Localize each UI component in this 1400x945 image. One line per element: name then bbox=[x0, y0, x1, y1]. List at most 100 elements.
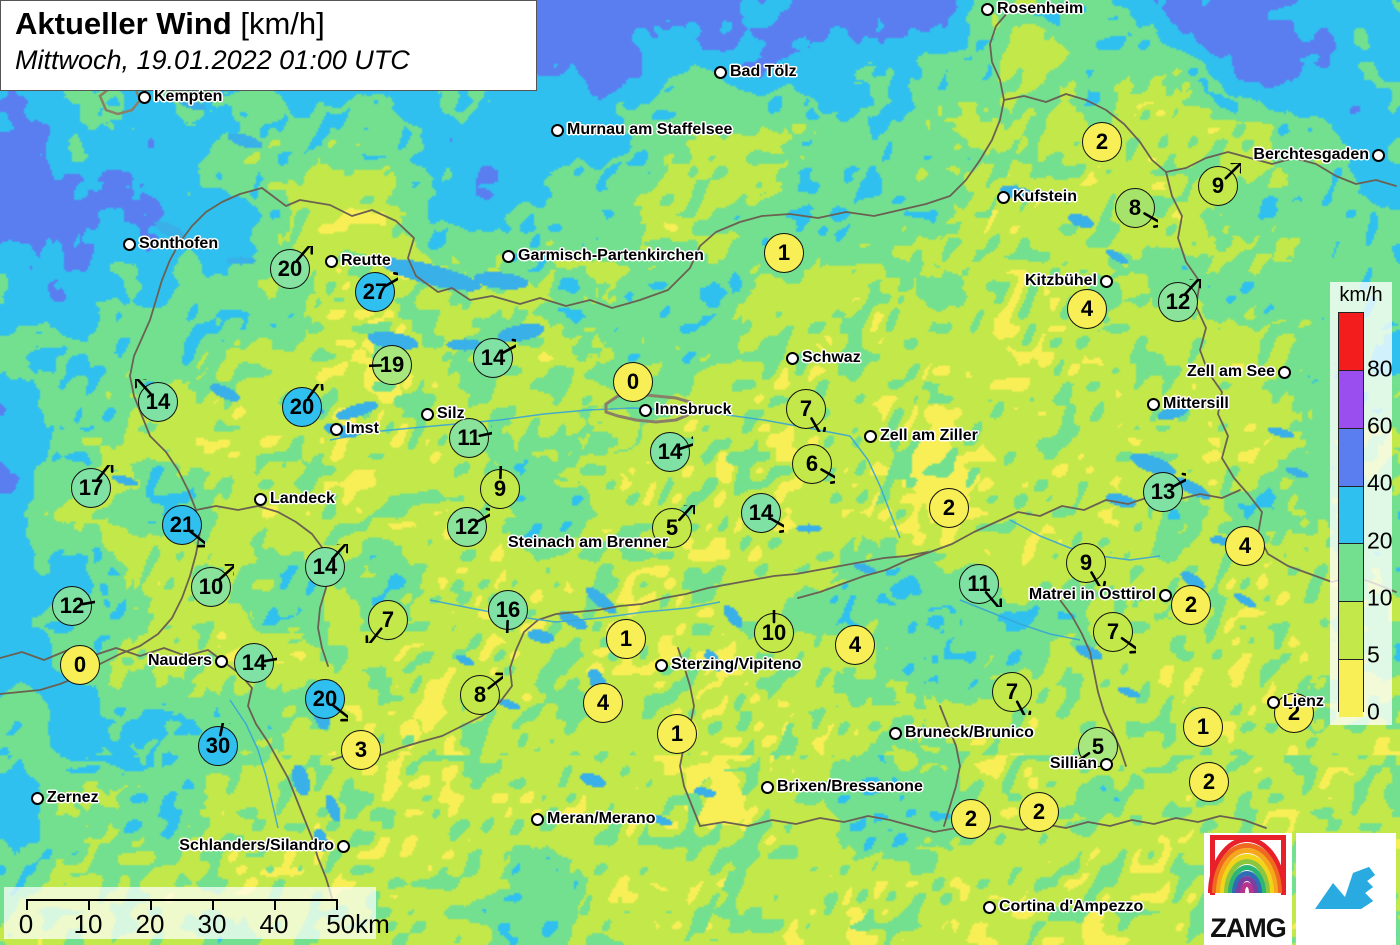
place-label: Silz bbox=[421, 405, 465, 423]
station-value: 12 bbox=[59, 593, 85, 618]
wind-station-marker[interactable]: 2 bbox=[1274, 693, 1314, 733]
geosphere-mountain-icon bbox=[1315, 867, 1375, 909]
wind-station-marker[interactable]: 2 bbox=[1189, 762, 1229, 802]
station-value: 3 bbox=[354, 737, 368, 762]
place-marker-dot bbox=[325, 254, 338, 268]
legend-tick-40: 40 bbox=[1367, 469, 1393, 496]
wind-station-marker[interactable]: 4 bbox=[835, 625, 875, 665]
wind-station-marker[interactable]: 4 bbox=[583, 683, 623, 723]
station-disc: 2 bbox=[1274, 693, 1314, 733]
wind-station-marker[interactable]: 14 bbox=[473, 338, 516, 378]
place-label: Imst bbox=[330, 420, 379, 438]
wind-station-marker[interactable]: 14 bbox=[305, 544, 348, 587]
place-name: Lienz bbox=[1283, 693, 1324, 710]
place-label: Garmisch-Partenkirchen bbox=[502, 247, 704, 265]
wind-station-marker[interactable]: 12 bbox=[447, 507, 490, 547]
wind-station-marker[interactable]: 4 bbox=[1225, 526, 1265, 566]
wind-station-marker[interactable]: 9 bbox=[480, 466, 520, 509]
wind-station-marker[interactable]: 30 bbox=[198, 723, 238, 766]
wind-station-marker[interactable]: 2 bbox=[1019, 792, 1059, 832]
station-disc: 0 bbox=[613, 362, 653, 402]
legend-band-60 bbox=[1339, 370, 1363, 429]
wind-station-marker[interactable]: 1 bbox=[764, 233, 804, 273]
wind-station-marker[interactable]: 14 bbox=[234, 643, 277, 683]
wind-station-marker[interactable]: 6 bbox=[792, 444, 835, 485]
station-disc: 27 bbox=[355, 272, 395, 312]
place-label: Kitzbühel bbox=[1025, 272, 1113, 290]
station-disc: 1 bbox=[657, 714, 697, 754]
wind-station-marker[interactable]: 14 bbox=[135, 379, 178, 422]
wind-station-marker[interactable]: 7 bbox=[1093, 612, 1136, 654]
wind-station-marker[interactable]: 0 bbox=[60, 645, 100, 685]
distance-scale-bar: 0 10 20 30 40 50km bbox=[4, 887, 390, 939]
wind-station-marker[interactable]: 13 bbox=[1143, 472, 1186, 512]
place-name: Kitzbühel bbox=[1025, 272, 1097, 289]
wind-station-marker[interactable]: 11 bbox=[449, 418, 492, 458]
place-name: Silz bbox=[437, 405, 465, 422]
wind-station-marker[interactable]: 14 bbox=[741, 493, 784, 534]
wind-station-marker[interactable]: 2 bbox=[951, 799, 991, 839]
station-value: 14 bbox=[748, 500, 774, 525]
wind-station-marker[interactable]: 1 bbox=[606, 619, 646, 659]
place-marker-dot bbox=[761, 780, 774, 794]
station-disc: 14 bbox=[473, 338, 513, 378]
place-marker-dot bbox=[983, 900, 996, 914]
wind-station-marker[interactable]: 27 bbox=[355, 271, 398, 312]
wind-station-marker[interactable]: 12 bbox=[52, 586, 95, 626]
place-label: Lienz bbox=[1267, 693, 1324, 711]
station-value: 14 bbox=[480, 345, 506, 370]
place-name: Garmisch-Partenkirchen bbox=[518, 247, 704, 264]
title-timestamp: Mittwoch, 19.01.2022 01:00 UTC bbox=[15, 45, 410, 75]
station-value: 14 bbox=[145, 389, 171, 414]
station-value: 5 bbox=[665, 515, 679, 540]
legend-band-20 bbox=[1339, 486, 1363, 545]
place-label: Schwaz bbox=[786, 349, 861, 367]
wind-station-marker[interactable]: 14 bbox=[650, 432, 693, 472]
wind-station-marker[interactable]: 1 bbox=[657, 714, 697, 754]
place-marker-dot bbox=[981, 2, 994, 16]
wind-station-marker[interactable]: 9 bbox=[1198, 163, 1241, 206]
place-name: Bad Tölz bbox=[730, 63, 797, 80]
wind-station-marker[interactable]: 2 bbox=[929, 488, 969, 528]
station-value: 2 bbox=[1287, 700, 1301, 725]
wind-station-marker[interactable]: 8 bbox=[460, 672, 503, 715]
wind-station-marker[interactable]: 9 bbox=[1066, 543, 1107, 586]
wind-station-marker[interactable]: 7 bbox=[365, 600, 408, 643]
place-label: Sonthofen bbox=[123, 235, 218, 253]
wind-station-marker[interactable]: 8 bbox=[1115, 188, 1158, 229]
legend-tick-10: 10 bbox=[1367, 584, 1393, 611]
wind-station-marker[interactable]: 3 bbox=[341, 730, 381, 770]
place-name: Berchtesgaden bbox=[1253, 146, 1369, 163]
station-disc: 4 bbox=[1067, 289, 1107, 329]
wind-station-marker[interactable]: 0 bbox=[613, 362, 653, 402]
station-value: 11 bbox=[457, 425, 481, 450]
wind-station-marker[interactable]: 16 bbox=[488, 590, 528, 633]
wind-station-marker[interactable]: 19 bbox=[369, 345, 412, 385]
wind-station-marker[interactable]: 4 bbox=[1067, 289, 1107, 329]
station-disc: 9 bbox=[1198, 166, 1238, 206]
map-title-box: Aktueller Wind [km/h] Mittwoch, 19.01.20… bbox=[0, 0, 537, 91]
station-value: 21 bbox=[169, 512, 195, 537]
wind-station-marker[interactable]: 7 bbox=[992, 672, 1032, 715]
wind-station-marker[interactable]: 20 bbox=[305, 679, 348, 722]
wind-station-marker[interactable]: 12 bbox=[1158, 279, 1201, 322]
wind-station-marker[interactable]: 11 bbox=[959, 564, 1002, 607]
wind-station-marker[interactable]: 10 bbox=[191, 564, 234, 607]
station-value: 4 bbox=[596, 690, 610, 715]
wind-station-marker[interactable]: 2 bbox=[1171, 585, 1211, 625]
wind-station-marker[interactable]: 20 bbox=[270, 246, 313, 289]
place-name: Sterzing/Vipiteno bbox=[671, 656, 802, 673]
station-disc: 20 bbox=[282, 387, 322, 427]
legend-tick-60: 60 bbox=[1367, 412, 1393, 439]
place-label: Zell am Ziller bbox=[864, 427, 978, 445]
wind-station-marker[interactable]: 7 bbox=[786, 389, 827, 432]
wind-station-marker[interactable]: 1 bbox=[1183, 707, 1223, 747]
place-name: Murnau am Staffelsee bbox=[567, 121, 733, 138]
wind-station-marker[interactable]: 20 bbox=[282, 384, 324, 427]
wind-station-marker[interactable]: 21 bbox=[162, 505, 205, 548]
wind-station-marker[interactable]: 2 bbox=[1082, 122, 1122, 162]
scale-tick-mark bbox=[212, 899, 214, 910]
wind-station-marker[interactable]: 10 bbox=[754, 610, 794, 653]
place-label: Zernez bbox=[31, 789, 99, 807]
wind-station-marker[interactable]: 17 bbox=[71, 465, 114, 508]
